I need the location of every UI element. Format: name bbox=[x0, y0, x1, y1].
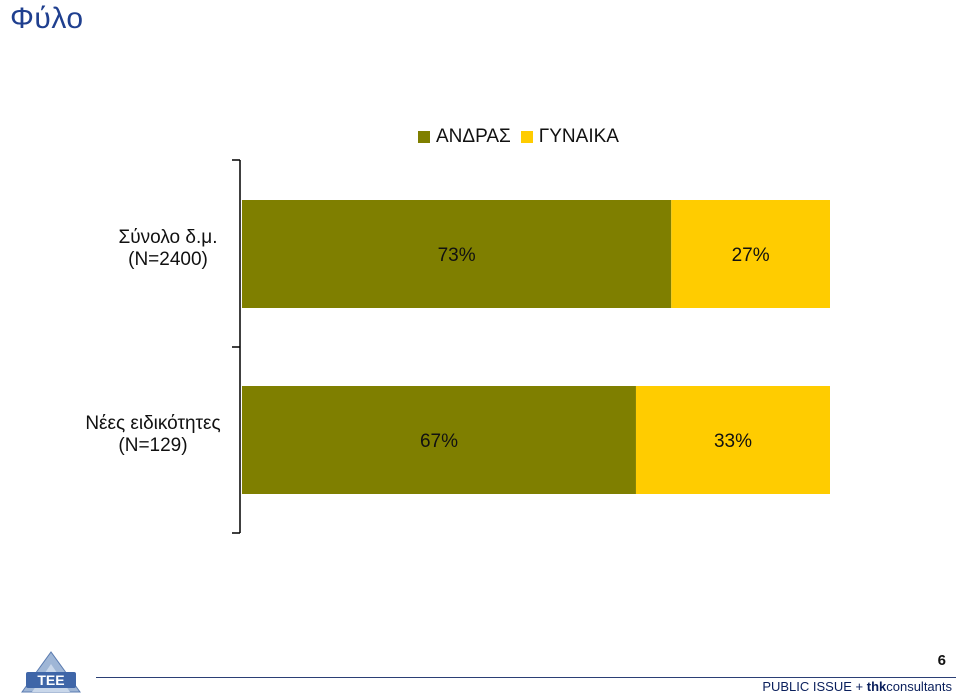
legend-item-male: ΑΝΔΡΑΣ bbox=[418, 126, 511, 148]
legend-label-male: ΑΝΔΡΑΣ bbox=[436, 126, 511, 147]
category-label-1-line-1: (Ν=129) bbox=[118, 435, 187, 456]
svg-text:ΤΕΕ: ΤΕΕ bbox=[37, 672, 64, 688]
chart-legend: ΑΝΔΡΑΣ ΓΥΝΑΙΚΑ bbox=[418, 126, 629, 148]
footer-brand-b-bold: thk bbox=[866, 679, 887, 694]
data-label-female-0: 27% bbox=[732, 245, 770, 266]
page-title: Φύλο bbox=[10, 2, 84, 35]
category-label-0-line-1: (Ν=2400) bbox=[128, 249, 208, 270]
bar-male-1 bbox=[242, 386, 636, 494]
footer-brand-a: PUBLIC ISSUE bbox=[762, 679, 852, 694]
legend-swatch-female bbox=[520, 131, 533, 143]
legend-label-female: ΓΥΝΑΙΚΑ bbox=[538, 126, 619, 147]
bar-female-0 bbox=[671, 200, 830, 308]
bar-male-0 bbox=[242, 200, 672, 308]
category-label-1-line-0: Νέες ειδικότητες bbox=[85, 413, 220, 434]
footer-brand-b-rest: consultants bbox=[886, 679, 952, 694]
stacked-bar-chart: 73% 27% Σύνολο δ.μ.(Ν=2400) 67% 33% Νέες ειδι… bbox=[85, 159, 830, 534]
data-label-male-0: 73% bbox=[438, 245, 476, 266]
category-label-0-line-0: Σύνολο δ.μ. bbox=[119, 227, 218, 248]
footer-plus: + bbox=[851, 679, 867, 694]
footer-credit: PUBLIC ISSUE + thkconsultants bbox=[762, 679, 952, 694]
legend-item-female: ΓΥΝΑΙΚΑ bbox=[520, 126, 619, 148]
page-number: 6 bbox=[937, 652, 946, 669]
footer-divider bbox=[96, 677, 956, 678]
data-label-female-1: 33% bbox=[714, 431, 752, 452]
bar-female-1 bbox=[635, 386, 830, 494]
data-label-male-1: 67% bbox=[420, 431, 458, 452]
tee-logo-icon: ΤΕΕ bbox=[18, 646, 84, 694]
legend-swatch-male bbox=[418, 131, 430, 143]
